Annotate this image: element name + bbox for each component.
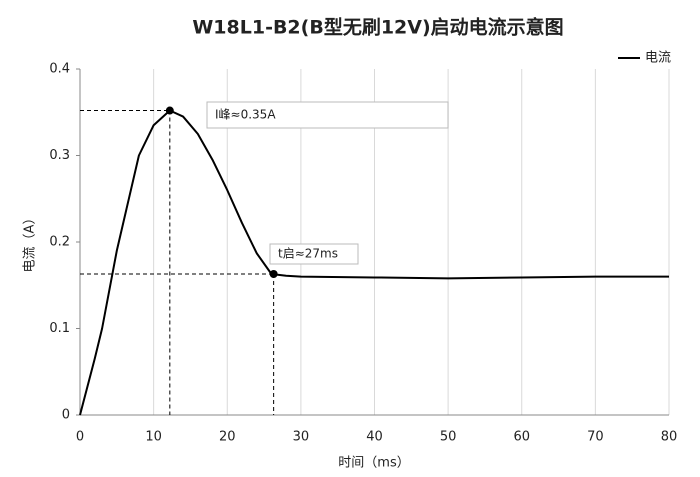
series-line — [79, 109, 669, 416]
x-tick-label: 20 — [219, 430, 236, 445]
annotation-point — [269, 270, 278, 279]
y-tick-label: 0.3 — [49, 148, 70, 163]
annotation-text: I峰≈0.35A — [215, 108, 276, 122]
x-tick-label: 80 — [661, 430, 678, 445]
x-tick-label: 10 — [145, 430, 162, 445]
y-tick-label: 0.2 — [49, 235, 70, 250]
annotation-box — [206, 101, 449, 129]
x-tick-label: 30 — [293, 430, 310, 445]
annotation-point — [165, 106, 174, 115]
y-axis-label: 电流（A） — [23, 212, 38, 273]
y-tick-label: 0.4 — [49, 62, 70, 77]
annotation-box — [269, 243, 359, 265]
x-tick-label: 50 — [440, 430, 457, 445]
y-tick-label: 0 — [62, 408, 70, 423]
x-axis-label: 时间（ms） — [338, 456, 409, 471]
legend-label: 电流 — [645, 51, 671, 66]
x-tick-label: 40 — [366, 430, 383, 445]
x-tick-label: 60 — [513, 430, 530, 445]
y-tick-label: 0.1 — [49, 321, 70, 336]
x-tick-label: 70 — [587, 430, 604, 445]
x-tick-label: 0 — [76, 430, 84, 445]
annotation-text: t启≈27ms — [278, 247, 338, 261]
chart-title: W18L1-B2(B型无刷12V)启动电流示意图 — [192, 16, 563, 39]
